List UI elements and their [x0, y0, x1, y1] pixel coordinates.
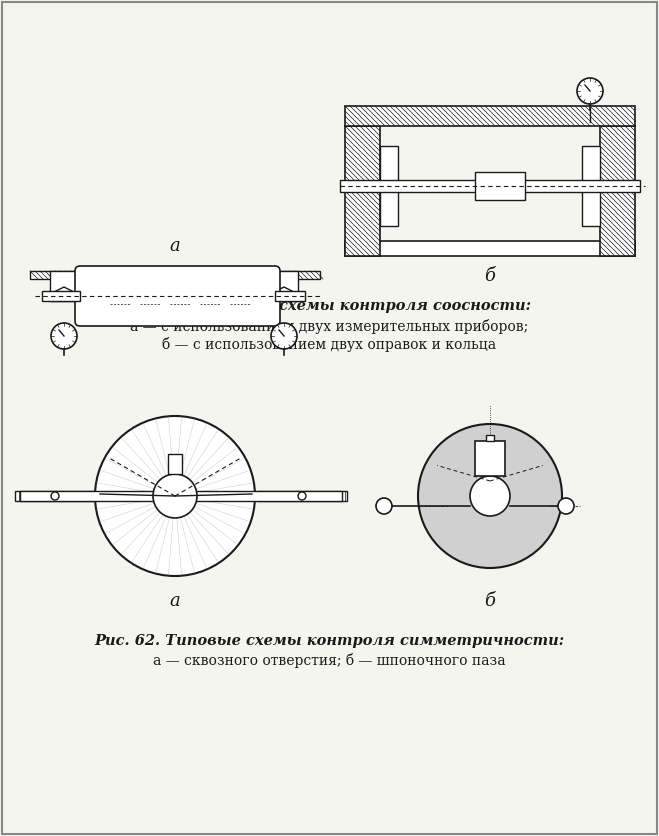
Text: Рис. 62. Типовые схемы контроля симметричности:: Рис. 62. Типовые схемы контроля симметри…	[94, 634, 564, 648]
FancyBboxPatch shape	[75, 266, 280, 326]
Circle shape	[376, 498, 392, 514]
Bar	[340, 180, 640, 192]
Bar	[600, 126, 635, 256]
Circle shape	[298, 492, 306, 500]
Bar	[275, 291, 305, 301]
Bar	[475, 441, 505, 476]
Bar	[50, 271, 78, 301]
Bar	[345, 241, 635, 256]
Circle shape	[51, 323, 77, 349]
Bar	[486, 435, 494, 441]
Bar	[380, 146, 398, 226]
Circle shape	[95, 416, 255, 576]
Bar	[345, 126, 380, 256]
Circle shape	[558, 498, 574, 514]
Circle shape	[470, 476, 510, 516]
Circle shape	[271, 323, 297, 349]
Bar	[15, 491, 95, 501]
Text: б: б	[484, 267, 496, 285]
Circle shape	[577, 78, 603, 104]
Bar	[475, 172, 525, 200]
Polygon shape	[30, 271, 320, 279]
Text: а: а	[169, 237, 181, 255]
Text: а — с использованием двух измерительных приборов;: а — с использованием двух измерительных …	[130, 319, 528, 334]
Circle shape	[153, 474, 197, 518]
Circle shape	[51, 492, 59, 500]
Text: б: б	[484, 592, 496, 610]
Bar	[582, 146, 600, 226]
Bar	[42, 291, 80, 301]
Text: б — с использованием двух оправок и кольца: б — с использованием двух оправок и коль…	[162, 337, 496, 351]
Bar	[270, 271, 298, 301]
Bar	[257, 491, 347, 501]
Bar	[20, 491, 342, 501]
Circle shape	[418, 424, 562, 568]
Text: а — сквозного отверстия; б — шпоночного паза: а — сквозного отверстия; б — шпоночного …	[153, 654, 505, 669]
Bar	[168, 454, 182, 474]
Bar	[345, 106, 635, 126]
Text: Рис. 61. Типовые схемы контроля соосности:: Рис. 61. Типовые схемы контроля соосност…	[127, 299, 531, 313]
Text: а: а	[169, 592, 181, 610]
